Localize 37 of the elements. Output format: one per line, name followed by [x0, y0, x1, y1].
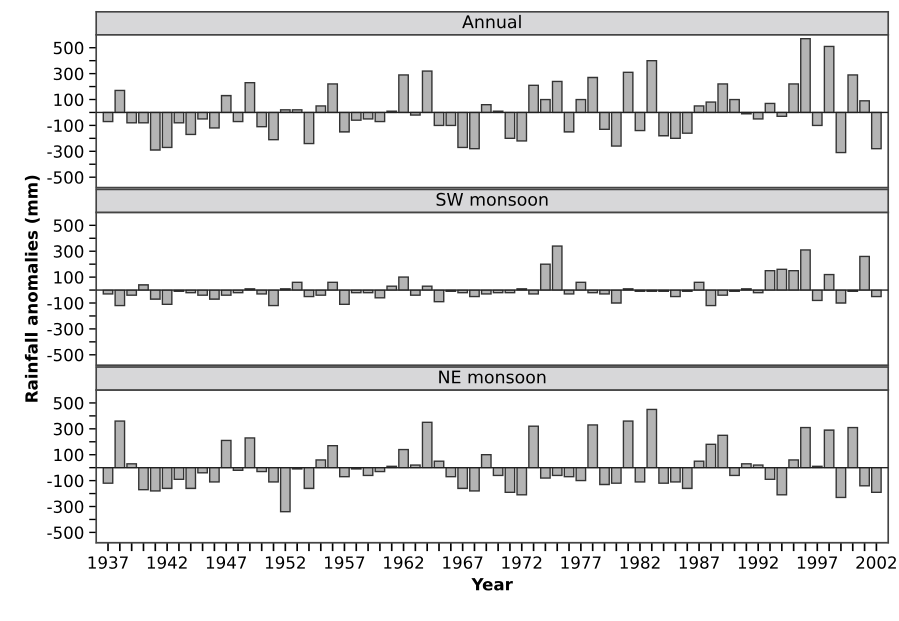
x-tick-label: 1942	[148, 556, 187, 569]
y-tick-label: -300	[47, 322, 84, 336]
y-tick-label: -500	[47, 526, 84, 539]
x-tick-label: 1977	[561, 556, 601, 569]
y-tick-label: 500	[54, 219, 84, 232]
y-tick-label: -100	[47, 296, 84, 310]
y-tick-label: 500	[54, 396, 84, 410]
y-tick-label: -300	[47, 500, 84, 514]
y-tick-label: -300	[47, 145, 84, 158]
y-tick-label: 300	[54, 68, 84, 80]
x-tick-label: 1972	[502, 556, 542, 569]
y-tick-label: -500	[47, 348, 84, 362]
y-tick-label: 500	[54, 42, 84, 54]
x-tick-label: 1982	[620, 556, 660, 569]
y-tick-label: -100	[47, 119, 84, 132]
x-tick-label: 1967	[443, 556, 482, 569]
x-tick-label: 1957	[325, 556, 364, 569]
x-tick-label: 1997	[798, 556, 838, 569]
x-axis-title: Year	[471, 578, 513, 591]
x-tick-label: 1952	[266, 556, 305, 569]
y-tick-label: 300	[54, 422, 84, 436]
chart-title: NE monsoon	[439, 370, 546, 384]
y-tick-label: 100	[54, 271, 84, 284]
chart-title: SW monsoon	[436, 192, 548, 206]
y-tick-label: 100	[54, 448, 84, 462]
x-tick-label: 1947	[206, 556, 246, 569]
y-tick-label: -100	[47, 474, 84, 488]
y-tick-label: 100	[54, 93, 84, 106]
x-tick-label: 1937	[88, 556, 128, 569]
chart-title: Annual	[462, 14, 521, 28]
x-tick-label: 1962	[384, 556, 424, 569]
x-tick-label: 1987	[680, 556, 719, 569]
y-tick-label: 300	[54, 245, 84, 258]
x-tick-label: 2002	[856, 556, 896, 569]
y-axis-title: Rainfall anomalies (mm)	[24, 176, 40, 402]
y-tick-label: -500	[47, 171, 84, 184]
x-tick-label: 1992	[738, 556, 778, 569]
